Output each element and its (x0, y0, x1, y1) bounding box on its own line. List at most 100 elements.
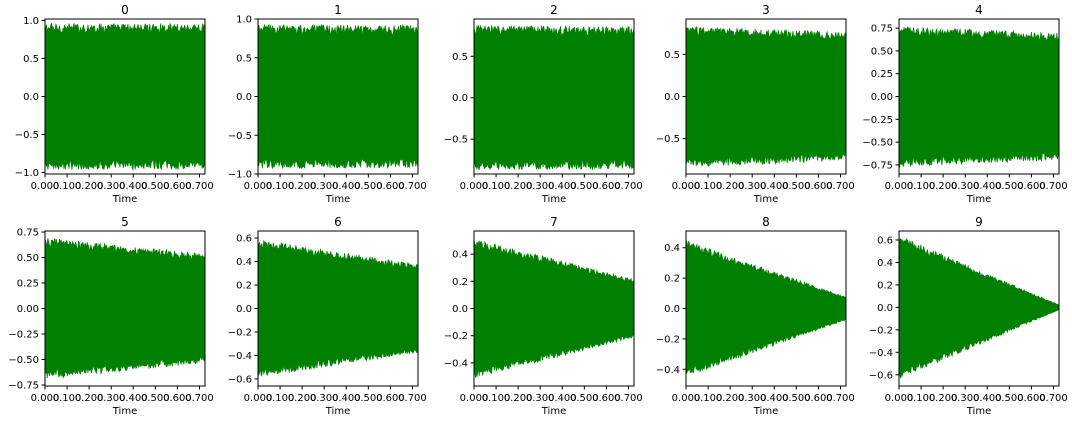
subplot-title-4: 4 (975, 3, 983, 17)
x-tick-label: 0.600 (163, 393, 192, 404)
subplot-title-6: 6 (334, 215, 342, 229)
x-tick-label: 0.100 (694, 393, 723, 404)
axes-frame-9 (898, 230, 1060, 387)
x-tick-label: 0.600 (163, 181, 192, 192)
subplot-7: 7 0.0000.1000.2000.3000.4000.5000.6000.70… (444, 215, 643, 417)
y-tick-label: 0.2 (236, 281, 252, 292)
x-tick-label: 0.300 (97, 393, 126, 404)
x-tick-label: 0.300 (951, 181, 980, 192)
x-tick-label: 0.700 (614, 393, 643, 404)
x-tick-label: 0.300 (526, 181, 555, 192)
x-tick-label: 0.100 (53, 393, 82, 404)
x-tick-label: 0.200 (504, 393, 533, 404)
y-tick-label: −0.75 (8, 380, 39, 391)
x-tick-label: 0.400 (119, 181, 148, 192)
x-tick-label: 0.200 (929, 181, 958, 192)
x-tick-label: 0.400 (548, 393, 577, 404)
x-tick-label: 0.100 (907, 393, 936, 404)
x-tick-label: 0.700 (185, 181, 214, 192)
x-tick-label: 0.400 (332, 181, 361, 192)
y-tick-label: 0.0 (452, 93, 468, 104)
x-tick-label: 0.200 (75, 393, 104, 404)
waveform-series-8 (686, 240, 846, 375)
x-tick-label: 0.500 (354, 181, 383, 192)
subplot-1: 1 0.0000.1000.2000.3000.4000.5000.6000.70… (228, 3, 427, 205)
y-tick-label: −0.50 (862, 138, 893, 149)
x-tick-label: 0.500 (570, 181, 599, 192)
x-axis-label-8: Time (753, 406, 778, 417)
subplot-title-8: 8 (762, 215, 770, 229)
x-tick-label: 0.600 (1017, 181, 1046, 192)
subplot-2: 2 0.0000.1000.2000.3000.4000.5000.6000.70… (444, 3, 643, 205)
waveform-series-6 (258, 240, 418, 377)
y-tick-label: 0.50 (871, 46, 893, 57)
x-tick-label: 0.000 (885, 181, 914, 192)
x-tick-label: 0.300 (951, 393, 980, 404)
x-tick-label: 0.100 (266, 393, 295, 404)
x-tick-label: 0.300 (310, 181, 339, 192)
y-tick-label: 0.25 (871, 69, 893, 80)
waveform-series-5 (45, 238, 205, 379)
y-tick-label: −0.2 (444, 331, 468, 342)
y-tick-label: 0.0 (664, 92, 680, 103)
x-tick-label: 0.400 (760, 181, 789, 192)
y-tick-label: 0.4 (877, 258, 893, 269)
x-axis-label-9: Time (966, 406, 991, 417)
x-tick-label: 0.200 (288, 181, 317, 192)
subplot-title-7: 7 (550, 215, 558, 229)
x-tick-label: 0.300 (97, 181, 126, 192)
y-tick-label: −1.0 (228, 170, 252, 181)
x-tick-label: 0.700 (614, 181, 643, 192)
y-tick-label: 0.75 (871, 24, 893, 35)
x-axis-label-3: Time (753, 194, 778, 205)
x-axis-label-6: Time (325, 406, 350, 417)
x-tick-label: 0.500 (141, 181, 170, 192)
y-tick-label: 0.5 (452, 52, 468, 63)
y-tick-label: 1.0 (23, 16, 39, 27)
x-tick-label: 0.200 (75, 181, 104, 192)
x-tick-label: 0.400 (548, 181, 577, 192)
x-tick-label: 0.700 (1039, 181, 1068, 192)
x-tick-label: 0.600 (804, 393, 833, 404)
x-tick-label: 0.200 (716, 393, 745, 404)
x-tick-label: 0.300 (738, 393, 767, 404)
x-tick-label: 0.500 (141, 393, 170, 404)
y-tick-label: −0.6 (869, 370, 893, 381)
x-tick-label: 0.100 (694, 181, 723, 192)
subplot-8: 8 0.0000.1000.2000.3000.4000.5000.6000.70… (656, 215, 855, 417)
y-tick-label: 0.6 (877, 235, 893, 246)
subplot-title-2: 2 (550, 3, 558, 17)
subplot-title-9: 9 (975, 215, 983, 229)
y-tick-label: −0.5 (656, 134, 680, 145)
y-tick-label: −1.0 (15, 168, 39, 179)
x-axis-label-4: Time (966, 194, 991, 205)
y-tick-label: 0.4 (452, 250, 468, 261)
y-tick-label: 0.4 (236, 257, 252, 268)
x-tick-label: 0.700 (398, 393, 427, 404)
y-tick-label: 0.0 (236, 92, 252, 103)
x-tick-label: 0.700 (826, 393, 855, 404)
waveform-series-2 (474, 24, 634, 171)
x-tick-label: 0.600 (1017, 393, 1046, 404)
x-tick-label: 0.700 (185, 393, 214, 404)
x-tick-label: 0.700 (826, 181, 855, 192)
y-tick-label: 0.50 (17, 253, 39, 264)
x-tick-label: 0.500 (995, 393, 1024, 404)
x-axis-label-2: Time (541, 194, 566, 205)
y-tick-label: 0.2 (452, 277, 468, 288)
y-tick-label: 0.0 (452, 304, 468, 315)
y-tick-label: −0.5 (228, 131, 252, 142)
x-tick-label: 0.000 (672, 393, 701, 404)
x-tick-label: 0.500 (354, 393, 383, 404)
x-tick-label: 0.300 (526, 393, 555, 404)
y-tick-label: 0.4 (664, 243, 680, 254)
y-tick-label: −0.25 (8, 329, 39, 340)
x-tick-label: 0.600 (592, 393, 621, 404)
y-tick-label: 0.2 (877, 280, 893, 291)
x-tick-label: 0.200 (288, 393, 317, 404)
x-tick-label: 0.500 (782, 181, 811, 192)
y-tick-label: 0.5 (236, 53, 252, 64)
y-tick-label: −0.25 (862, 115, 893, 126)
y-tick-label: −0.5 (15, 130, 39, 141)
